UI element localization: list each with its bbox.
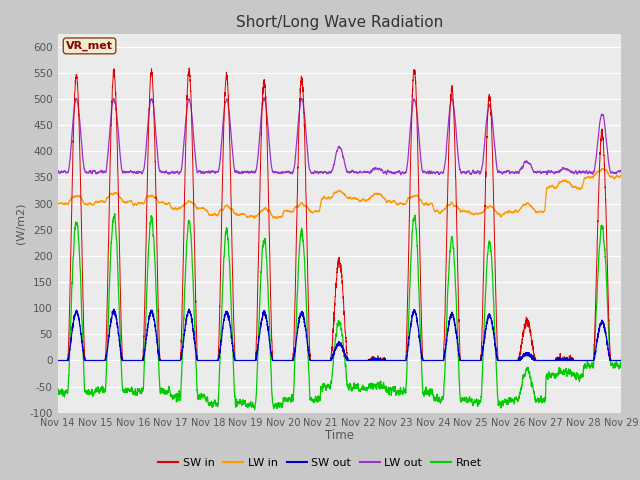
- Title: Short/Long Wave Radiation: Short/Long Wave Radiation: [236, 15, 443, 30]
- Legend: SW in, LW in, SW out, LW out, Rnet: SW in, LW in, SW out, LW out, Rnet: [154, 453, 486, 472]
- X-axis label: Time: Time: [324, 429, 354, 442]
- Y-axis label: (W/m2): (W/m2): [15, 203, 25, 244]
- Text: VR_met: VR_met: [66, 41, 113, 51]
